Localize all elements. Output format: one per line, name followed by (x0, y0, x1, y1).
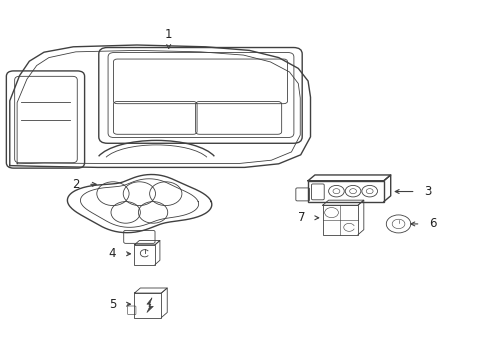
Text: 7: 7 (298, 211, 305, 224)
Bar (134, 245, 155, 265)
Bar (322, 205, 357, 235)
Text: 6: 6 (428, 217, 436, 230)
Text: 3: 3 (423, 185, 431, 198)
Bar (307, 181, 383, 202)
Text: 2: 2 (72, 178, 80, 191)
Text: 5: 5 (108, 298, 116, 311)
Text: 1: 1 (164, 28, 172, 41)
Bar (134, 293, 161, 318)
Text: 4: 4 (108, 247, 116, 260)
Polygon shape (147, 298, 153, 312)
